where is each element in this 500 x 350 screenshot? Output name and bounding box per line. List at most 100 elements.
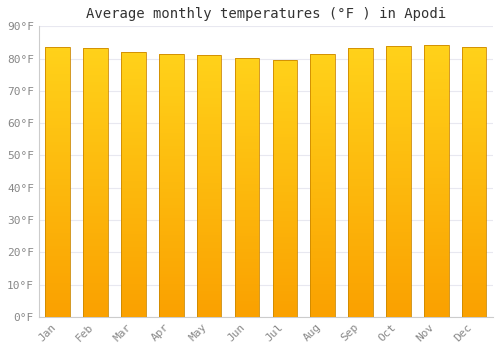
Bar bbox=[46, 57, 70, 61]
Bar bbox=[234, 178, 260, 181]
Bar bbox=[159, 54, 184, 57]
Bar bbox=[348, 212, 373, 216]
Bar bbox=[424, 307, 448, 310]
Bar bbox=[197, 264, 222, 268]
Bar bbox=[462, 273, 486, 276]
Bar bbox=[121, 211, 146, 214]
Bar bbox=[348, 176, 373, 179]
Bar bbox=[159, 185, 184, 189]
Bar bbox=[197, 124, 222, 127]
Bar bbox=[46, 141, 70, 145]
Bar bbox=[272, 115, 297, 118]
Bar bbox=[272, 272, 297, 275]
Bar bbox=[121, 75, 146, 78]
Bar bbox=[84, 102, 108, 105]
Bar bbox=[424, 245, 448, 249]
Bar bbox=[46, 223, 70, 226]
Bar bbox=[424, 58, 448, 62]
Bar bbox=[386, 174, 410, 178]
Bar bbox=[348, 263, 373, 266]
Bar bbox=[310, 267, 335, 271]
Bar bbox=[462, 155, 486, 159]
Bar bbox=[159, 271, 184, 274]
Bar bbox=[462, 121, 486, 125]
Bar bbox=[159, 234, 184, 238]
Bar bbox=[348, 159, 373, 162]
Bar bbox=[159, 70, 184, 74]
Bar bbox=[197, 84, 222, 88]
Bar bbox=[310, 277, 335, 281]
Bar bbox=[272, 99, 297, 102]
Bar bbox=[348, 300, 373, 303]
Bar bbox=[159, 106, 184, 110]
Bar bbox=[310, 70, 335, 74]
Bar bbox=[46, 286, 70, 290]
Bar bbox=[84, 135, 108, 139]
Bar bbox=[424, 313, 448, 317]
Bar bbox=[386, 73, 410, 76]
Bar bbox=[462, 172, 486, 175]
Bar bbox=[424, 154, 448, 157]
Bar bbox=[121, 168, 146, 171]
Bar bbox=[159, 97, 184, 100]
Bar bbox=[197, 55, 222, 317]
Bar bbox=[462, 54, 486, 57]
Bar bbox=[386, 276, 410, 280]
Bar bbox=[310, 113, 335, 116]
Bar bbox=[310, 192, 335, 195]
Bar bbox=[348, 193, 373, 196]
Bar bbox=[46, 196, 70, 199]
Bar bbox=[234, 78, 260, 81]
Bar bbox=[46, 64, 70, 68]
Bar bbox=[310, 271, 335, 274]
Bar bbox=[197, 268, 222, 271]
Bar bbox=[234, 226, 260, 230]
Bar bbox=[121, 194, 146, 198]
Bar bbox=[424, 205, 448, 208]
Bar bbox=[310, 175, 335, 179]
Bar bbox=[46, 178, 70, 182]
Bar bbox=[197, 101, 222, 104]
Bar bbox=[348, 85, 373, 88]
Bar bbox=[348, 142, 373, 145]
Bar bbox=[121, 55, 146, 59]
Bar bbox=[386, 140, 410, 144]
Bar bbox=[462, 152, 486, 155]
Bar bbox=[348, 303, 373, 307]
Bar bbox=[121, 175, 146, 178]
Bar bbox=[348, 125, 373, 128]
Bar bbox=[84, 223, 108, 226]
Bar bbox=[46, 148, 70, 152]
Bar bbox=[424, 167, 448, 171]
Bar bbox=[234, 262, 260, 265]
Bar bbox=[197, 179, 222, 183]
Bar bbox=[310, 294, 335, 297]
Bar bbox=[46, 61, 70, 64]
Bar bbox=[234, 91, 260, 94]
Bar bbox=[310, 136, 335, 139]
Bar bbox=[272, 76, 297, 79]
Bar bbox=[310, 195, 335, 198]
Bar bbox=[272, 192, 297, 195]
Bar bbox=[121, 151, 146, 155]
Bar bbox=[197, 130, 222, 134]
Bar bbox=[272, 301, 297, 304]
Bar bbox=[159, 123, 184, 126]
Bar bbox=[310, 290, 335, 294]
Bar bbox=[272, 127, 297, 131]
Bar bbox=[159, 274, 184, 277]
Bar bbox=[46, 74, 70, 78]
Bar bbox=[424, 218, 448, 222]
Bar bbox=[386, 46, 410, 49]
Bar bbox=[121, 217, 146, 221]
Bar bbox=[348, 266, 373, 270]
Bar bbox=[121, 274, 146, 277]
Bar bbox=[310, 231, 335, 235]
Bar bbox=[462, 148, 486, 152]
Bar bbox=[197, 71, 222, 75]
Bar bbox=[310, 90, 335, 93]
Bar bbox=[424, 293, 448, 296]
Bar bbox=[272, 224, 297, 227]
Bar bbox=[310, 178, 335, 182]
Bar bbox=[424, 69, 448, 72]
